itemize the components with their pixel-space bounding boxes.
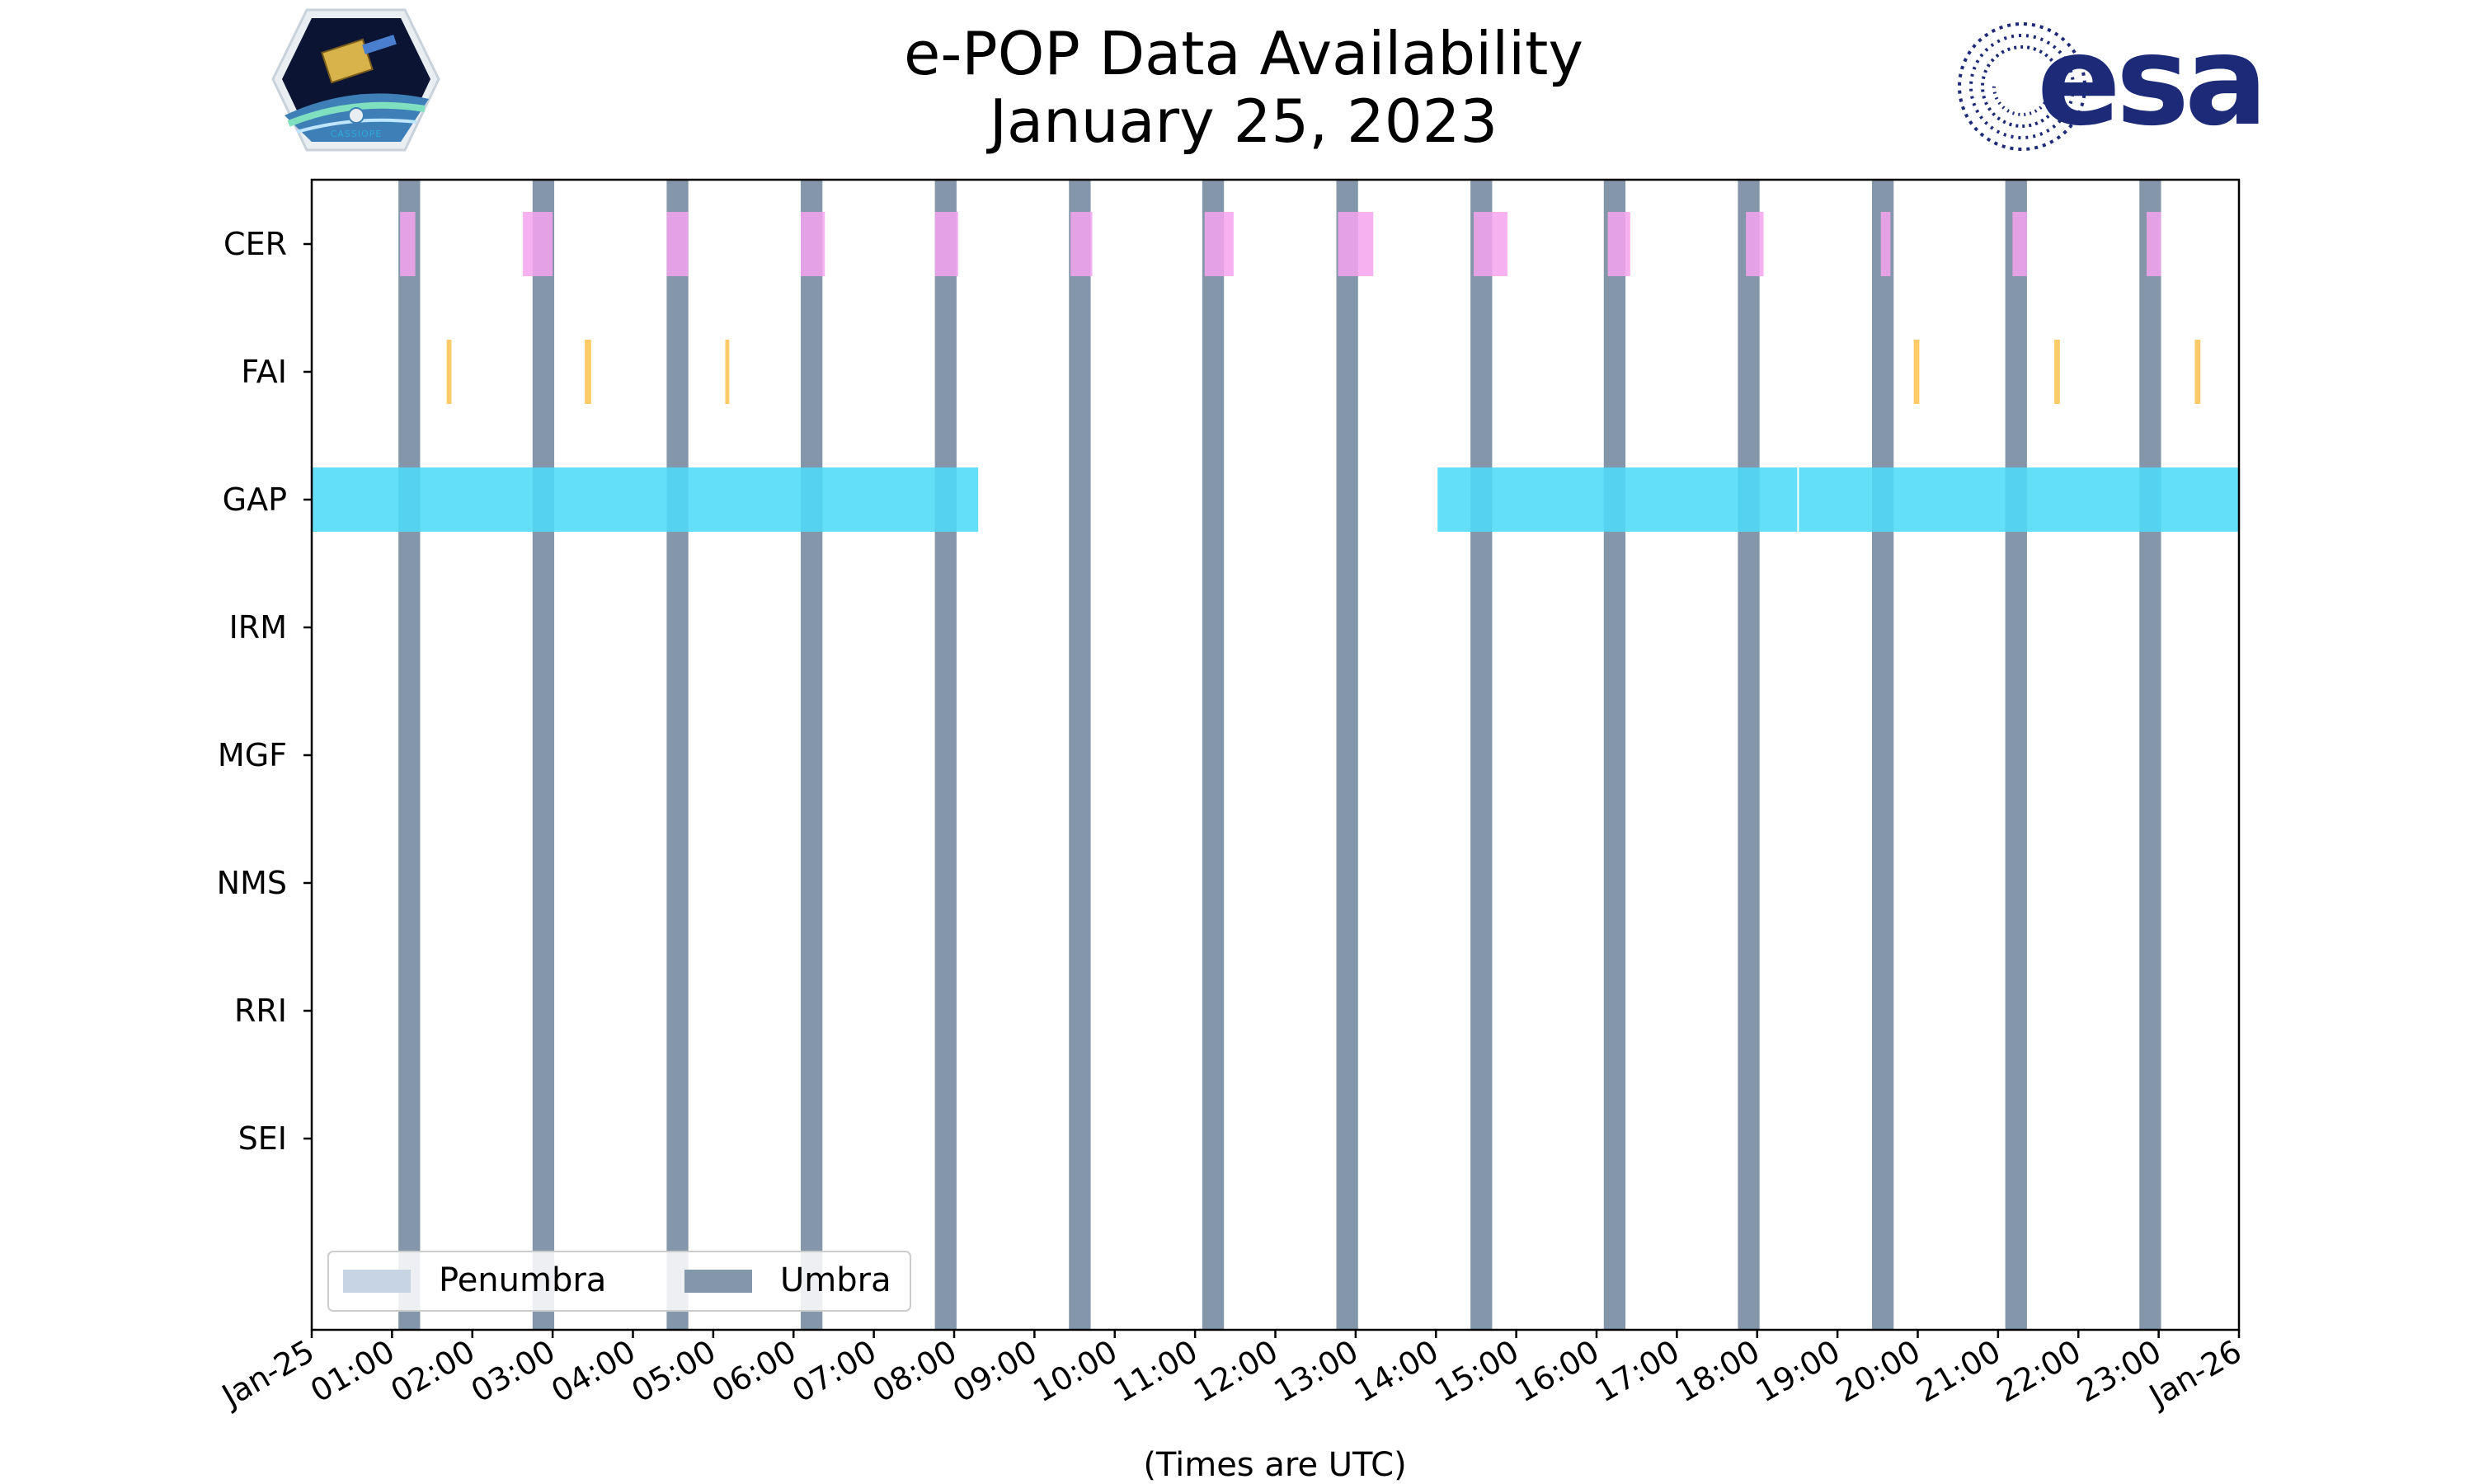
umbra-band: [1336, 180, 1358, 1330]
esa-logo: esa: [1958, 10, 2268, 153]
x-tick-label: 20:00: [1830, 1333, 1926, 1410]
fai-data-bar: [585, 340, 591, 404]
umbra-band: [934, 180, 957, 1330]
umbra-band: [2005, 180, 2027, 1330]
cer-data-bar: [934, 212, 958, 276]
x-tick-label: 10:00: [1027, 1333, 1123, 1410]
cer-data-bar: [1070, 212, 1093, 276]
umbra-band: [1871, 180, 1894, 1330]
x-tick-label: 13:00: [1268, 1333, 1365, 1410]
umbra-band: [398, 180, 421, 1330]
cer-data-bar: [1204, 212, 1234, 276]
legend-swatch-penumbra: [343, 1270, 411, 1293]
y-axis: CER FAI GAP IRM MGF NMS RRI SEI: [217, 226, 312, 1157]
x-tick-label: 07:00: [786, 1333, 882, 1410]
y-tick-label: GAP: [223, 481, 287, 518]
x-tick-label: 17:00: [1589, 1333, 1686, 1410]
plot-area: CER FAI GAP IRM MGF NMS RRI SEI Jan-2501:0002:0…: [214, 178, 2248, 1415]
y-tick-label: RRI: [234, 993, 287, 1029]
legend: Penumbra Umbra: [327, 1251, 911, 1312]
x-tick-label: 21:00: [1911, 1333, 2007, 1410]
x-tick-label: 08:00: [867, 1333, 963, 1410]
cer-data-bar: [1746, 212, 1764, 276]
cer-data-bar: [1880, 212, 1891, 276]
x-axis-label: (Times are UTC): [1143, 1446, 1406, 1484]
cer-data-bar: [2012, 212, 2027, 276]
x-tick-label: 06:00: [706, 1333, 802, 1410]
x-tick-label: 04:00: [545, 1333, 642, 1410]
legend-frame: [327, 1251, 911, 1312]
umbra-band: [666, 180, 689, 1330]
y-tick-label: MGF: [218, 737, 287, 773]
umbra-band: [1470, 180, 1493, 1330]
esa-logo-text: esa: [2037, 10, 2263, 153]
chart-title-line1: e-POP Data Availability: [904, 19, 1583, 88]
umbra-band: [1738, 180, 1760, 1330]
x-tick-label: 16:00: [1509, 1333, 1606, 1410]
umbra-band: [1603, 180, 1626, 1330]
x-tick-label: 12:00: [1188, 1333, 1284, 1410]
x-tick-label: Jan-26: [2142, 1333, 2247, 1415]
y-tick-label: IRM: [229, 609, 287, 646]
cer-data-bar: [801, 212, 825, 276]
x-tick-label: 02:00: [384, 1333, 481, 1410]
x-tick-label: 22:00: [1991, 1333, 2087, 1410]
umbra-band: [1069, 180, 1091, 1330]
x-tick-label: 11:00: [1108, 1333, 1204, 1410]
cer-data-bar: [666, 212, 689, 276]
umbra-band: [1202, 180, 1225, 1330]
cer-data-bar: [1338, 212, 1374, 276]
x-axis: Jan-2501:0002:0003:0004:0005:0006:0007:0…: [214, 1330, 2248, 1415]
x-tick-label: 15:00: [1428, 1333, 1525, 1410]
gap-data-bar: [312, 467, 979, 532]
gap-data-bar: [1799, 467, 2239, 532]
cer-data-bar: [523, 212, 553, 276]
x-tick-label: 03:00: [465, 1333, 562, 1410]
fai-data-bar: [2194, 340, 2201, 404]
x-tick-label: 09:00: [947, 1333, 1043, 1410]
fai-data-bar: [446, 340, 452, 404]
instrument-data-layer: [312, 212, 2239, 532]
cassiope-logo-text: CASSIOPE: [331, 129, 383, 139]
cassiope-logo: CASSIOPE: [271, 8, 440, 152]
legend-label-penumbra: Penumbra: [439, 1261, 606, 1299]
x-tick-label: 05:00: [626, 1333, 722, 1410]
cer-data-bar: [400, 212, 416, 276]
umbra-layer: [398, 180, 2161, 1330]
chart-title-line2: January 25, 2023: [986, 87, 1498, 156]
y-tick-label: FAI: [241, 354, 287, 390]
y-tick-label: CER: [223, 226, 287, 262]
cer-data-bar: [2147, 212, 2161, 276]
cer-data-bar: [1607, 212, 1630, 276]
x-tick-label: 18:00: [1669, 1333, 1766, 1410]
legend-label-umbra: Umbra: [780, 1261, 891, 1299]
cer-data-bar: [1474, 212, 1507, 276]
umbra-band: [532, 180, 555, 1330]
umbra-band: [2139, 180, 2161, 1330]
x-tick-label: 14:00: [1348, 1333, 1445, 1410]
fai-data-bar: [2054, 340, 2060, 404]
umbra-band: [801, 180, 823, 1330]
y-tick-label: SEI: [238, 1120, 287, 1157]
y-tick-label: NMS: [217, 865, 287, 901]
plot-background: [312, 180, 2239, 1330]
fai-data-bar: [1913, 340, 1920, 404]
legend-swatch-umbra: [684, 1270, 752, 1293]
fai-data-bar: [725, 340, 730, 404]
x-tick-label: 01:00: [304, 1333, 401, 1410]
x-tick-label: 19:00: [1750, 1333, 1846, 1410]
gap-data-bar: [1437, 467, 1798, 532]
x-tick-label: Jan-25: [214, 1333, 320, 1415]
